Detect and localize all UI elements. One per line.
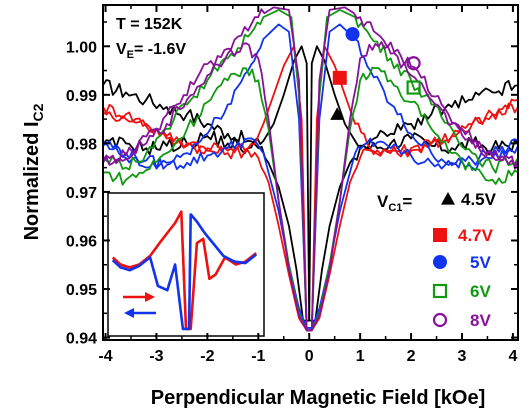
series-marker-5V [345,27,360,42]
y-axis-title: Normalized IC2 [21,103,46,240]
legend-marker-6V [432,283,448,299]
legend-marker-4.7V [433,228,447,242]
y-tick-label: 0.94 [66,331,97,348]
y-tick-label: 1.00 [66,39,97,56]
temperature-label: T = 152K [116,16,183,33]
legend-label-5V: 5V [470,253,491,272]
legend-marker-8V [432,312,448,328]
legend-label-4.5V: 4.5V [461,190,497,209]
y-tick-label: 0.99 [66,88,97,105]
series-line-down [103,6,518,332]
inset-arrowhead-right [145,292,155,302]
legend-marker-4.5V [441,192,455,205]
series-layer [103,6,518,332]
x-tick-label: -2 [200,348,214,365]
y-tick-label: 0.95 [66,282,97,299]
legend-label-8V: 8V [470,311,491,330]
inset-arrowhead-left [124,308,134,318]
x-axis-title: Perpendicular Magnetic Field [kOe] [151,387,486,409]
y-tick-label: 0.97 [66,185,97,202]
series-8V [103,6,518,332]
series-line-up [103,45,518,322]
x-tick-label: 0 [305,348,314,365]
y-tick-label: 0.98 [66,136,97,153]
plot-frame [102,4,519,341]
collector-voltage-label: VC1= [377,192,412,214]
inset-panel [107,192,265,337]
x-tick-label: 4 [508,348,517,365]
legend-label-6V: 6V [470,282,491,301]
legend: 4.5V 4.7V 5V 6V 8V [432,190,497,330]
series-line-down [103,45,518,322]
legend-marker-5V [433,255,447,269]
y-tick-label: 0.96 [66,233,97,250]
x-tick-label: 2 [407,348,416,365]
emitter-voltage-label: VE= -1.6V [116,41,186,61]
x-tick-label: -3 [149,348,163,365]
axis-ticks: -4 -3 -2 -1 0 1 2 3 4 0.94 0.95 0.96 0.97 0.98 0.99 1.0… [66,4,519,365]
inset-blue-curve [111,213,258,331]
x-tick-label: -1 [251,348,265,365]
x-tick-label: -4 [98,348,112,365]
series-marker-8V [406,56,421,71]
legend-label-4.7V: 4.7V [458,226,494,245]
series-marker-4.7V [332,70,347,85]
series-marker-4.5V [330,107,345,120]
series-marker-6V [406,80,421,95]
x-tick-label: 3 [458,348,467,365]
x-tick-label: 1 [356,348,365,365]
series-4.5V [103,45,518,322]
